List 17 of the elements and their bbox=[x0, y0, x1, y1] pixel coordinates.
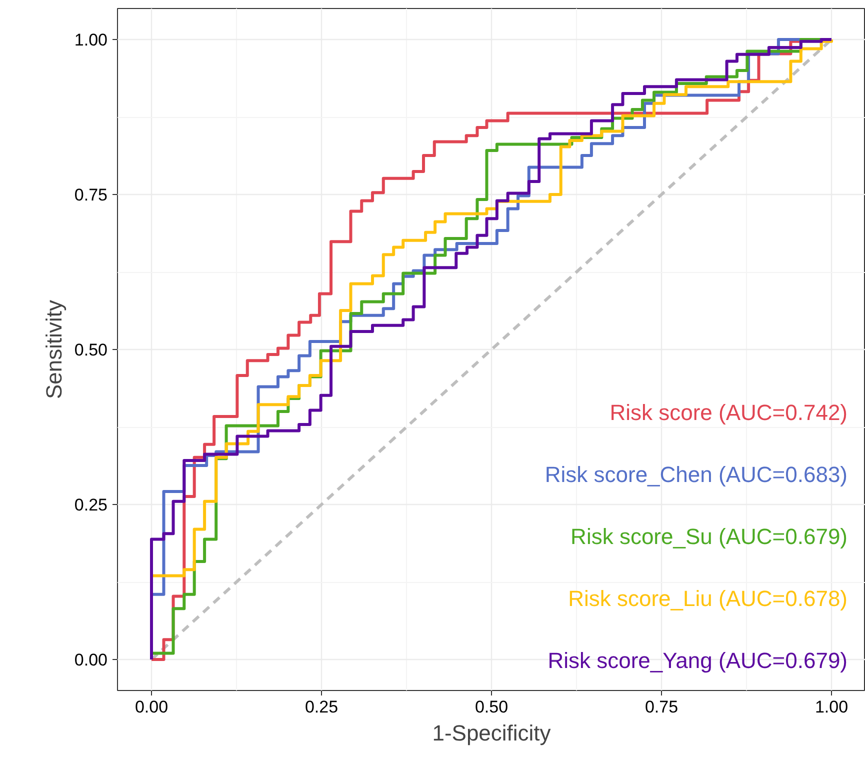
x-tick-label: 1.00 bbox=[814, 698, 848, 716]
y-tick-label: 1.00 bbox=[74, 30, 108, 50]
x-axis-title: 1-Specificity bbox=[432, 720, 551, 746]
y-tick-label: 0.75 bbox=[74, 186, 108, 204]
x-tick-label: 0.25 bbox=[304, 698, 338, 716]
y-tick-label: 0.25 bbox=[74, 496, 108, 514]
text: Risk score_Yang (AUC=0.679) bbox=[548, 648, 848, 673]
y-tick-label: 0.50 bbox=[74, 340, 108, 360]
text: Risk score_Chen (AUC=0.683) bbox=[544, 462, 848, 487]
text: Risk score (AUC=0.742) bbox=[610, 400, 848, 425]
x-tick-label: 0.00 bbox=[134, 698, 168, 716]
text: Risk score_Liu (AUC=0.678) bbox=[568, 586, 848, 611]
x-tick-label: 0.50 bbox=[474, 698, 508, 716]
x-tick-label: 0.75 bbox=[644, 698, 678, 716]
text: Risk score_Su (AUC=0.679) bbox=[570, 524, 848, 549]
y-tick-label: 0.00 bbox=[74, 650, 108, 670]
y-axis-title: Sensitivity bbox=[41, 300, 66, 400]
